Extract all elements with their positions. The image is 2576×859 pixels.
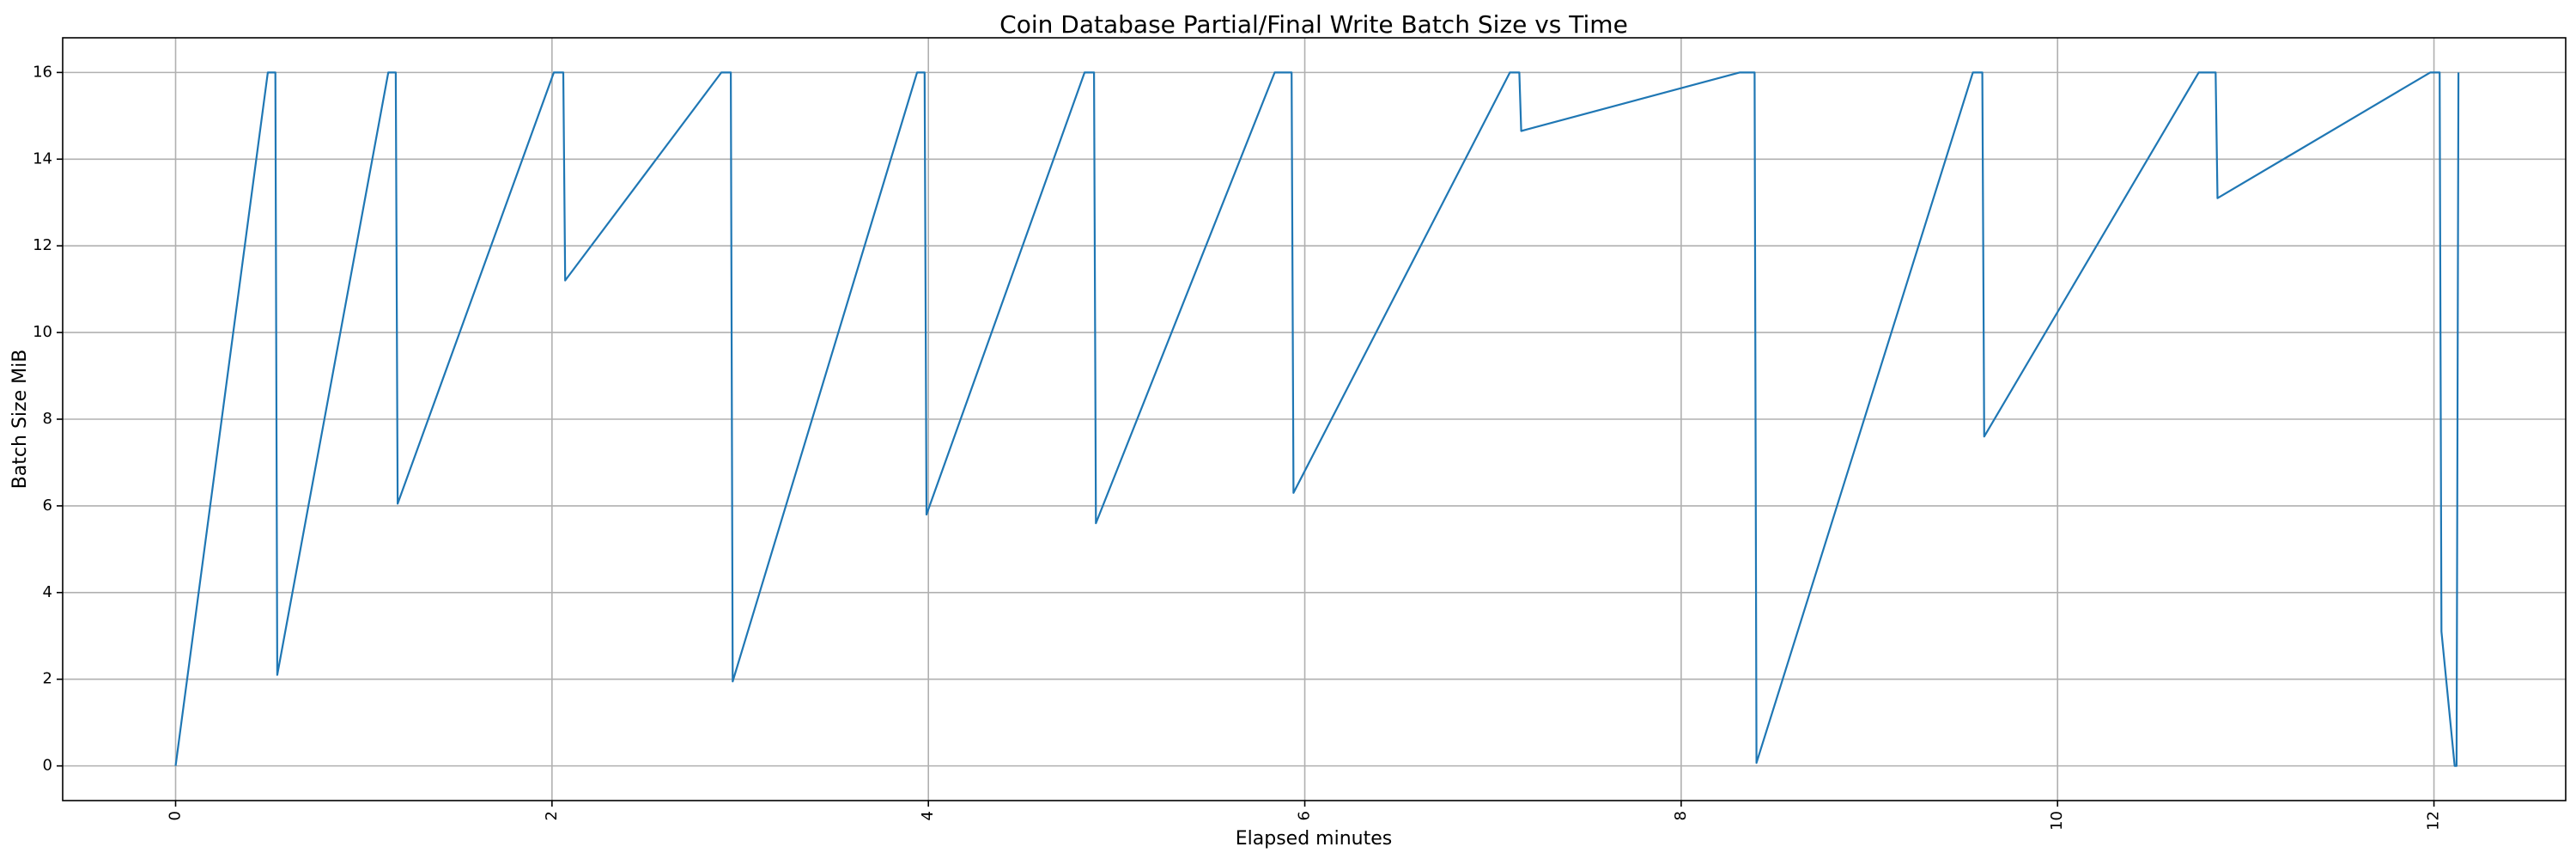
y-axis-ticks: 0 2 4 6 8 10 12 14 16 xyxy=(33,63,63,775)
x-tick-label: 8 xyxy=(1672,811,1690,820)
x-axis-label: Elapsed minutes xyxy=(1236,828,1392,850)
series-line xyxy=(174,71,2460,767)
gridlines xyxy=(63,38,2566,801)
y-tick-label: 14 xyxy=(33,149,52,168)
x-tick-label: 0 xyxy=(167,811,185,820)
y-tick-label: 8 xyxy=(43,410,52,428)
y-tick-label: 0 xyxy=(43,757,52,775)
x-tick-label: 10 xyxy=(2048,811,2066,831)
y-tick-label: 4 xyxy=(43,583,52,601)
x-tick-label: 12 xyxy=(2425,811,2443,831)
y-tick-label: 12 xyxy=(33,236,52,254)
x-tick-label: 6 xyxy=(1296,811,1314,820)
y-tick-label: 10 xyxy=(33,323,52,341)
x-tick-label: 4 xyxy=(919,811,937,820)
y-axis-label: Batch Size MiB xyxy=(9,350,31,490)
y-tick-label: 2 xyxy=(43,670,52,688)
chart-title: Coin Database Partial/Final Write Batch … xyxy=(999,10,1628,39)
series-layer xyxy=(174,71,2460,767)
y-tick-label: 16 xyxy=(33,63,52,81)
x-tick-label: 2 xyxy=(543,811,561,820)
y-tick-label: 6 xyxy=(43,497,52,515)
x-axis-ticks: 0 2 4 6 8 10 12 xyxy=(167,801,2443,831)
